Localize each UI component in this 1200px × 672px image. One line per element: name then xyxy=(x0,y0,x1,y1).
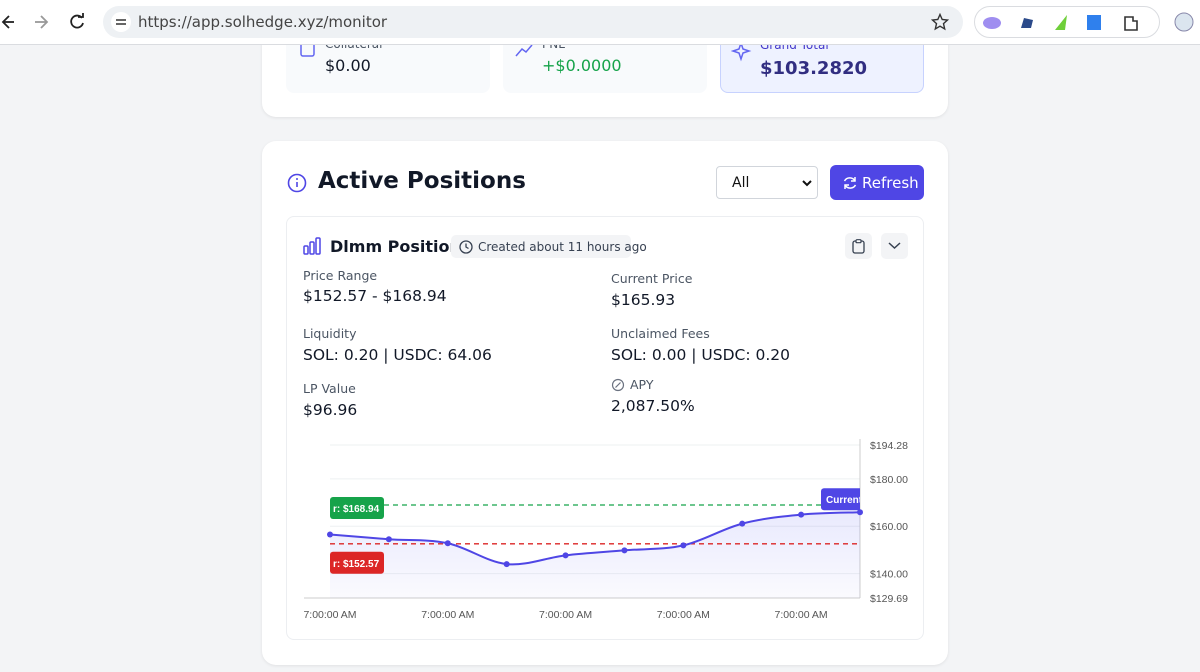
icon xyxy=(515,44,533,57)
current-label-bg xyxy=(821,488,860,511)
y-tick-label: $140.00 xyxy=(870,569,908,581)
price-line xyxy=(330,511,860,566)
clock-icon xyxy=(459,240,473,254)
point xyxy=(327,531,333,538)
reference-label-bg xyxy=(330,497,384,520)
point xyxy=(680,542,687,549)
point xyxy=(444,540,451,547)
point xyxy=(798,511,805,518)
nav-icons xyxy=(1,13,84,29)
copy-button[interactable] xyxy=(845,233,872,259)
point xyxy=(739,520,746,527)
badge-text: Created about 11 hours ago xyxy=(478,240,647,254)
field-value: 2,087.50% xyxy=(611,397,695,415)
url: https://app.solhedge.xyz/monitor xyxy=(138,13,388,31)
area xyxy=(330,512,860,598)
x-tick-label: 7:00:00 AM xyxy=(539,609,592,621)
x-tick-label: 7:00:00 AM xyxy=(303,609,356,621)
field-value: $96.96 xyxy=(303,401,358,419)
site-icon xyxy=(111,12,131,32)
field-value: SOL: 0.00 | USDC: 0.20 xyxy=(611,346,791,364)
y-tick-label: $129.69 xyxy=(870,593,908,605)
y-tick-label: $180.00 xyxy=(870,474,908,486)
address-bar[interactable]: https://app.solhedge.xyz/monitor xyxy=(103,6,963,38)
extension-icons xyxy=(983,15,1138,31)
info-icon xyxy=(287,173,307,193)
extensions xyxy=(974,6,1160,38)
stat-value: $0.00 xyxy=(325,56,371,75)
expand-button[interactable] xyxy=(881,233,908,259)
browser-toolbar: https://app.solhedge.xyz/monitor xyxy=(0,0,1200,45)
field-value: $165.93 xyxy=(611,291,676,309)
point xyxy=(562,552,569,559)
y-tick-label: $160.00 xyxy=(870,521,908,533)
filter-select[interactable]: All xyxy=(716,166,818,199)
profile[interactable] xyxy=(1174,12,1194,32)
field-label: Price Range xyxy=(303,268,378,283)
icon xyxy=(731,40,752,62)
field-label: Unclaimed Fees xyxy=(611,326,710,341)
filter-value: All xyxy=(732,175,750,191)
reference-label: r: $152.57 xyxy=(333,559,380,570)
button-label: Refresh xyxy=(862,174,919,192)
field-label: Liquidity xyxy=(303,326,357,341)
refresh-button[interactable]: Refresh xyxy=(830,165,924,200)
field-label: APY xyxy=(630,377,654,392)
y-tick-label: $194.28 xyxy=(870,440,908,452)
position-title: Dlmm Position xyxy=(330,237,461,256)
star-icon xyxy=(931,13,949,31)
reference-label: r: $168.94 xyxy=(333,504,380,515)
x-tick-label: 7:00:00 AM xyxy=(657,609,710,621)
field-value: $152.57 - $168.94 xyxy=(303,287,447,305)
point xyxy=(621,547,628,554)
chevron xyxy=(802,180,812,187)
point xyxy=(857,509,863,516)
field-label: Current Price xyxy=(611,271,693,286)
point xyxy=(503,561,510,568)
clipboard-icon xyxy=(852,239,865,254)
reference-label-bg xyxy=(330,551,384,574)
stat-value: +$0.0000 xyxy=(542,56,622,75)
chevron xyxy=(888,242,901,250)
current-label: Current xyxy=(826,495,863,506)
field-value: SOL: 0.20 | USDC: 64.06 xyxy=(303,346,492,364)
created-badge: Created about 11 hours ago xyxy=(451,235,647,258)
stat-value: $103.2820 xyxy=(760,58,868,79)
bar-icon xyxy=(303,237,321,255)
x-tick-label: 7:00:00 AM xyxy=(775,609,828,621)
apy-icon xyxy=(611,378,625,392)
price-chart: $194.28 $180.00 $160.00 $140.00 $129.69 Curre… xyxy=(303,439,908,621)
section-title: Active Positions xyxy=(318,168,526,194)
refresh-icon xyxy=(843,177,857,189)
x-tick-label: 7:00:00 AM xyxy=(421,609,474,621)
field-label: LP Value xyxy=(303,381,356,396)
point xyxy=(385,536,392,543)
plot-area: Current xyxy=(330,488,863,598)
